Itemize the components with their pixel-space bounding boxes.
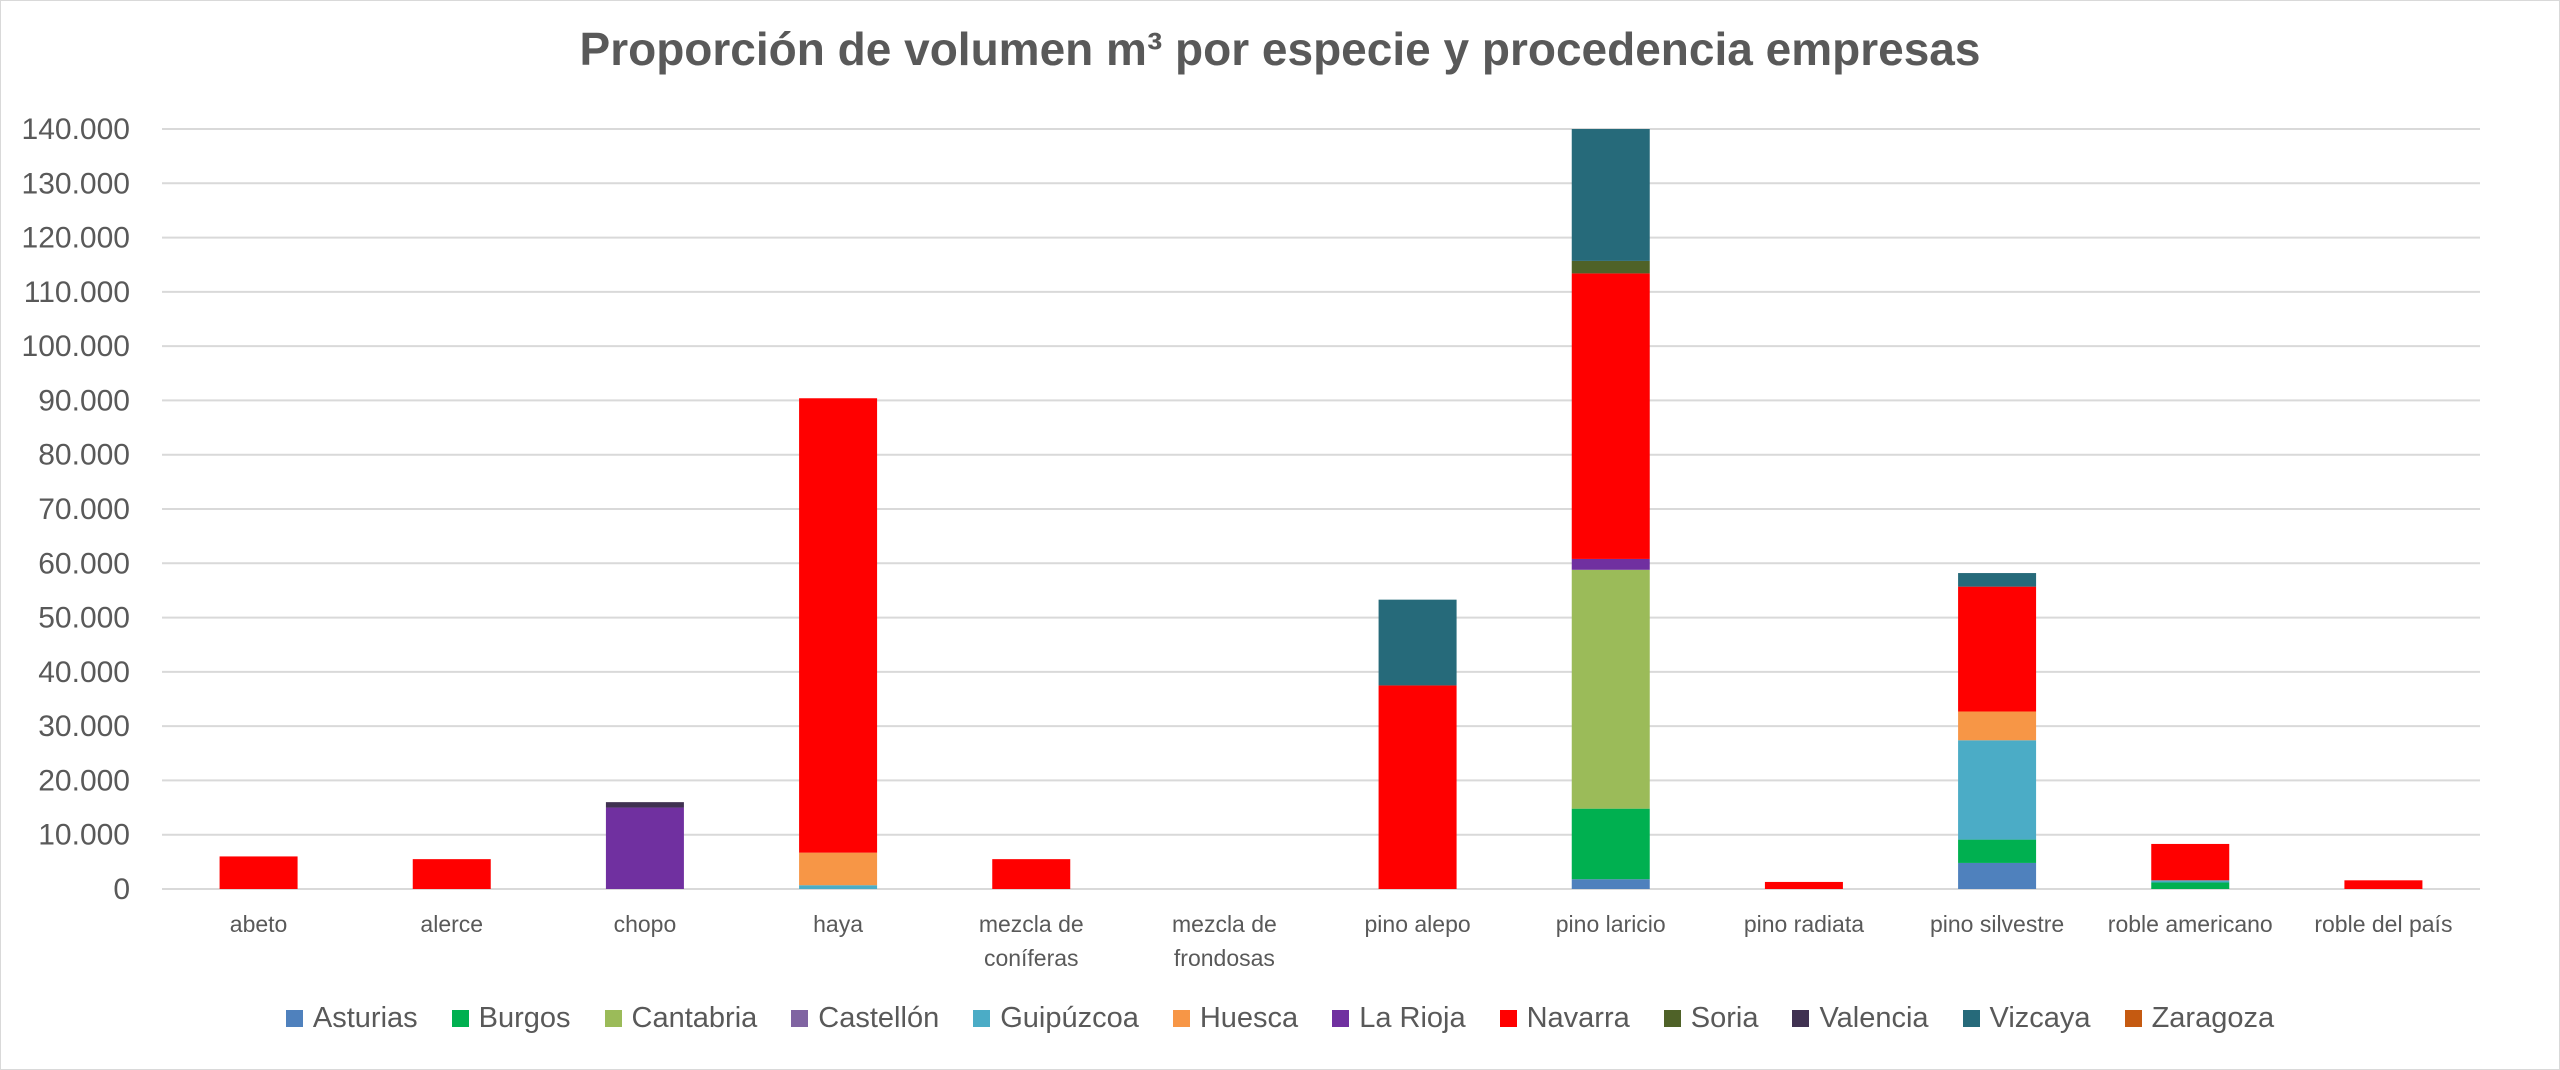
legend-item: Castellón [791,1002,939,1035]
y-tick-label: 40.000 [38,656,130,689]
legend-label: Valencia [1819,1002,1929,1034]
bar-segment [1571,558,1650,570]
x-category-label: pino alepo [1365,911,1471,937]
bar-segment [219,856,298,889]
legend-item: Navarra [1499,1002,1630,1035]
bar-segment [2151,880,2230,883]
bar-segment [992,859,1071,889]
legend-swatch [451,1010,469,1027]
bar-segment [1958,862,2037,889]
y-tick-label: 30.000 [38,710,130,743]
bar-segment [1958,573,2037,587]
legend-swatch [1962,1010,1980,1027]
bar-segment [1378,685,1457,889]
bar-segment [1378,599,1457,686]
legend-label: Castellón [818,1002,940,1034]
bar-segment [1571,569,1650,809]
legend-item: Zaragoza [2124,1002,2275,1035]
y-tick-label: 60.000 [38,547,130,580]
y-tick-label: 100.000 [22,330,130,363]
y-tick-label: 20.000 [38,764,130,797]
y-tick-label: 90.000 [38,384,130,417]
chart-plot: 0 10.000 20.000 30.000 40.000 50.000 60.000 70.… [22,113,2480,971]
legend-label: Guipúzcoa [1000,1002,1139,1034]
legend-label: La Rioja [1359,1002,1466,1034]
chart-title: Proporción de volumen m³ por especie y p… [579,23,1981,75]
legend-item: Cantabria [604,1002,758,1035]
bar-segment [1958,839,2037,863]
bar-segment [799,852,878,886]
bar-segment [799,398,878,853]
x-category-label: abeto [230,911,288,937]
y-tick-label: 50.000 [38,602,130,635]
legend-swatch [1332,1010,1350,1027]
legend-label: Burgos [478,1002,571,1034]
legend-swatch [1792,1010,1810,1027]
legend-label: Huesca [1199,1002,1299,1034]
x-category-label: roble americano [2108,911,2273,937]
x-category-label: mezcla de frondosas [1172,911,1277,971]
bar-segment [2151,882,2230,889]
bar-segment [1571,260,1650,274]
bar-segment [412,859,491,889]
x-category-label: haya [813,911,863,937]
x-category-label: chopo [614,911,677,937]
y-tick-label: 0 [113,873,130,906]
gridlines [162,128,2480,890]
bar-segment [605,802,684,808]
legend-item: Vizcaya [1962,1002,2091,1035]
legend-label: Soria [1690,1002,1759,1034]
legend-item: Asturias [285,1002,418,1035]
bar-segment [799,885,878,889]
legend-swatch [791,1010,809,1027]
bar-segment [605,807,684,889]
bar-segment [1958,711,2037,741]
legend-item: Huesca [1172,1002,1299,1035]
bar-segment [1571,808,1650,880]
legend: Asturias Burgos Cantabria Castellón Guipúzco… [0,1002,2560,1035]
y-tick-label: 130.000 [22,167,130,200]
y-tick-label: 80.000 [38,439,130,472]
bar-segment [2344,880,2423,889]
y-tick-label: 70.000 [38,493,130,526]
legend-label: Asturias [312,1002,418,1034]
legend-item: Guipúzcoa [973,1002,1139,1035]
legend-label: Zaragoza [2151,1002,2275,1034]
bar-segment [1958,586,2037,712]
legend-item: Soria [1663,1002,1759,1035]
legend-item: Burgos [451,1002,571,1035]
x-category-label: pino radiata [1744,911,1864,937]
x-category-label: alerce [420,911,483,937]
y-tick-label: 10.000 [38,819,130,852]
x-category-label: roble del país [2314,911,2452,937]
legend-label: Cantabria [631,1002,758,1034]
legend-label: Vizcaya [1989,1002,2091,1034]
legend-swatch [973,1010,991,1027]
bar-segment [2151,843,2230,881]
bar-segment [1571,879,1650,889]
legend-item: Valencia [1792,1002,1929,1035]
legend-swatch [604,1010,622,1027]
y-axis-ticks: 0 10.000 20.000 30.000 40.000 50.000 60.000 70.… [22,113,130,906]
bar-segment [1958,740,2037,840]
legend-swatch [1499,1010,1517,1027]
y-tick-label: 110.000 [24,276,130,309]
legend-swatch [1172,1010,1190,1027]
x-category-label: pino laricio [1556,911,1666,937]
legend-swatch [2124,1010,2142,1027]
y-tick-label: 140.000 [22,113,130,146]
legend-label: Navarra [1526,1002,1630,1034]
legend-item: La Rioja [1332,1002,1466,1035]
x-category-label: mezcla de coníferas [979,911,1084,971]
legend-swatch [1663,1010,1681,1027]
bar-segment [1764,881,1843,889]
x-category-label: pino silvestre [1930,911,2064,937]
legend-swatch [285,1010,303,1027]
y-tick-label: 120.000 [22,222,130,255]
x-axis-categories: abeto alerce chopo haya mezcla de coníferas me… [230,911,2453,971]
bar-segment [1571,129,1650,261]
bar-segment [1571,273,1650,559]
bars [219,129,2423,889]
